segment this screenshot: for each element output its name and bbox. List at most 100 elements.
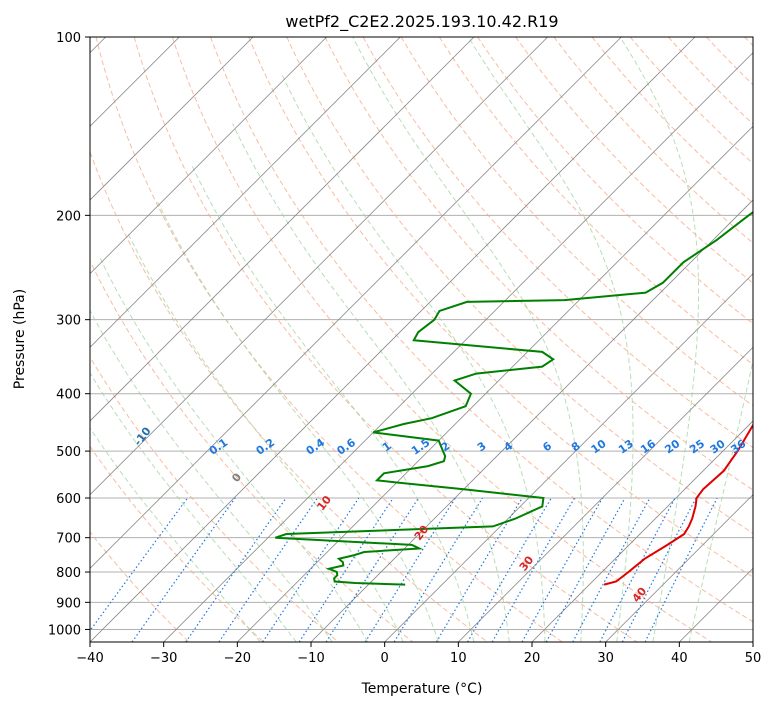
mixing-ratio-label: 0.2 [254, 436, 277, 458]
dry-adiabat [324, 37, 753, 491]
isotherm [458, 346, 753, 642]
isotherm [752, 641, 753, 642]
mixing-ratio-label: 36 [728, 437, 748, 457]
isotherm [90, 37, 401, 348]
dry-adiabat [362, 37, 753, 449]
dry-adiabat [400, 37, 753, 407]
dewpoint-profile [275, 211, 753, 586]
y-tick-label: 300 [56, 314, 81, 329]
y-tick-label: 100 [56, 31, 81, 46]
x-axis: −40 −30 −20 −10 0 10 20 30 40 50 [76, 642, 761, 666]
moist-adiabat [90, 427, 261, 642]
isotherm [163, 52, 753, 642]
mixing-ratio-line [131, 497, 236, 642]
y-tick-label: 600 [56, 492, 81, 507]
dry-adiabat [629, 37, 753, 165]
isotherm [237, 125, 753, 642]
moist-adiabat [191, 165, 475, 642]
mixing-ratio-label: 8 [569, 439, 583, 454]
dry-adiabat [133, 37, 638, 642]
x-tick-label: −20 [224, 651, 251, 666]
y-tick-label: 900 [56, 596, 81, 611]
mixing-ratio-line [599, 497, 676, 642]
y-tick-label: 700 [56, 532, 81, 547]
moist-adiabat [688, 358, 753, 642]
moist-adiabat [232, 123, 510, 642]
x-tick-label: 0 [381, 651, 389, 666]
dry-adiabat [90, 150, 488, 642]
x-tick-label: 20 [524, 651, 541, 666]
x-tick-label: −10 [297, 651, 324, 666]
dry-adiabat [668, 37, 753, 125]
y-tick-label: 200 [56, 209, 81, 224]
isotherm [90, 37, 327, 275]
moist-adiabat [127, 233, 404, 642]
moist-adiabat [467, 37, 634, 642]
x-tick-label: 10 [450, 651, 467, 666]
moist-adiabat [157, 201, 439, 642]
moist-adiabat [280, 72, 546, 642]
mixing-ratio-label: 6 [540, 439, 554, 454]
chart-title: wetPf2_C2E2.2025.193.10.42.R19 [285, 12, 558, 32]
mixing-ratio-label: 10 [589, 437, 609, 457]
moist-adiabat [352, 37, 584, 642]
isotherm [605, 494, 753, 642]
dry-adiabat [438, 37, 753, 366]
mixing-ratio-line [572, 497, 651, 642]
dry-adiabat [591, 37, 753, 204]
dry-adiabat [553, 37, 753, 244]
y-axis: 100 200 300 400 500 600 700 800 900 1000 [48, 31, 90, 638]
isotherm [384, 273, 753, 642]
isotherm [90, 37, 548, 496]
dry-adiabat-label: 40 [630, 584, 650, 604]
mixing-ratio-line [393, 497, 484, 642]
dry-adiabat [90, 356, 339, 642]
plot-area: -100-90-80-70-60-50-40-30-20-10010203040… [90, 37, 753, 642]
y-tick-label: 400 [56, 388, 81, 403]
mixing-ratio-line [218, 497, 318, 642]
dry-adiabat [171, 37, 712, 642]
dry-adiabat-label: -10 [131, 424, 154, 448]
mixing-ratio-label: 20 [662, 437, 682, 457]
isotherm [90, 37, 696, 642]
mixing-ratio-line [364, 497, 456, 642]
dry-adiabat [706, 37, 753, 86]
y-tick-label: 500 [56, 445, 81, 460]
dry-adiabat [515, 37, 753, 284]
isotherm [90, 37, 475, 422]
dry-adiabat-label: 30 [517, 553, 537, 573]
dry-adiabat [286, 37, 753, 534]
mixing-ratio-label: 1 [380, 439, 394, 454]
moist-adiabat [90, 309, 333, 642]
y-axis-label: Pressure (hPa) [12, 289, 28, 389]
plot-frame [89, 36, 754, 643]
isotherm [679, 567, 753, 642]
x-tick-label: −40 [76, 651, 103, 666]
isotherm [531, 420, 753, 642]
dry-adiabat [210, 37, 753, 623]
mixing-ratio-line [262, 497, 360, 642]
y-tick-label: 1000 [48, 623, 81, 638]
mixing-ratio-line [644, 497, 718, 642]
mixing-ratio-line [435, 497, 523, 642]
dry-adiabat [248, 37, 753, 578]
isotherm [90, 37, 622, 569]
mixing-ratio-line [298, 497, 394, 642]
moist-adiabat [619, 37, 699, 642]
temperature-profile [603, 423, 753, 586]
mixing-ratio-label: 25 [687, 437, 707, 456]
mixing-ratio-label: 3 [475, 439, 489, 454]
mixing-ratio-label: 30 [708, 437, 728, 457]
dry-adiabat [90, 445, 264, 642]
x-tick-label: 50 [745, 651, 762, 666]
x-axis-label: Temperature (°C) [361, 681, 483, 697]
dry-adiabat [90, 531, 190, 642]
x-tick-label: 40 [671, 651, 688, 666]
mixing-ratio-label: 4 [502, 439, 516, 454]
isotherm [90, 37, 254, 201]
moist-adiabat [99, 256, 369, 642]
mixing-ratio-line [90, 497, 189, 632]
dry-adiabat [744, 37, 753, 47]
isotherm [310, 199, 753, 642]
